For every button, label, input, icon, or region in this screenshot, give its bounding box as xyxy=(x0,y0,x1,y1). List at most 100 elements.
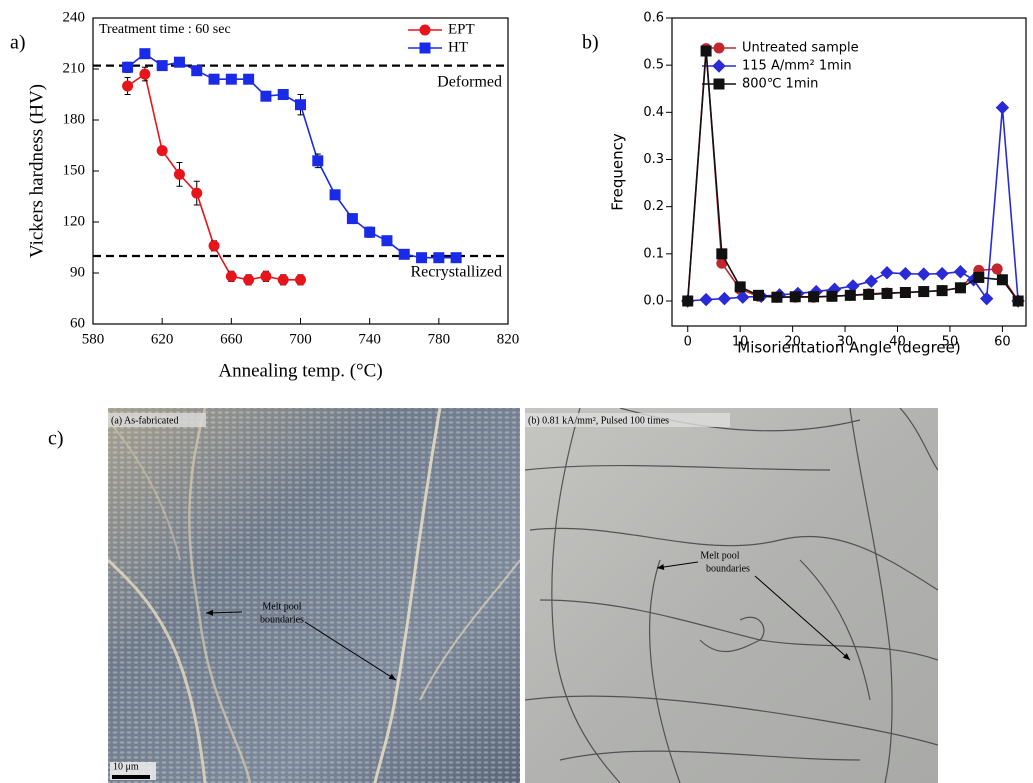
y-tick-label: 210 xyxy=(63,60,86,76)
x-axis-label: Annealing temp. (°C) xyxy=(218,360,382,381)
x-tick-label: 0 xyxy=(684,335,692,350)
y-tick-label: 0.0 xyxy=(643,294,664,309)
point xyxy=(789,291,801,303)
point xyxy=(936,285,948,297)
arrow xyxy=(656,561,699,570)
annotation: Melt pool xyxy=(262,601,301,612)
legend-marker xyxy=(419,24,431,36)
plot: 580 620 660 700 740 780 820 60 90 120 150 180 210 240… xyxy=(26,9,519,381)
point xyxy=(295,274,306,286)
point xyxy=(716,248,728,260)
series-line xyxy=(687,107,1019,302)
point xyxy=(736,290,750,304)
point xyxy=(996,274,1008,286)
arrow xyxy=(304,621,397,681)
melt-pool-boundary xyxy=(373,408,442,783)
x-tick-label: 50 xyxy=(942,335,959,350)
y-tick-label: 0.2 xyxy=(643,199,664,214)
legend-label: 800℃ 1min xyxy=(742,77,818,92)
point xyxy=(734,281,746,293)
arrow xyxy=(754,575,851,661)
y-tick-label: 0.3 xyxy=(643,152,664,167)
point xyxy=(225,270,237,282)
micrograph-texture xyxy=(108,408,520,783)
point xyxy=(881,287,893,299)
legend-label: Untreated sample xyxy=(742,41,859,56)
y-tick-label: 240 xyxy=(63,9,86,25)
y-tick-label: 0.5 xyxy=(643,58,664,73)
x-axis-label: Misorientation Angle (degree) xyxy=(737,339,960,357)
point xyxy=(122,80,134,92)
point xyxy=(295,99,306,111)
y-axis-label: Frequency xyxy=(609,133,627,211)
point xyxy=(1012,295,1024,307)
arrow xyxy=(205,609,243,616)
point xyxy=(700,45,712,57)
point xyxy=(277,89,289,100)
point xyxy=(243,274,255,286)
point xyxy=(973,271,985,283)
x-tick-label: 30 xyxy=(837,335,854,350)
x-tick-label: 60 xyxy=(994,335,1011,350)
point xyxy=(156,60,168,72)
scale-bar-label: 10 μm xyxy=(113,761,139,772)
legend-marker xyxy=(713,78,725,90)
legend-label: EPT xyxy=(448,21,475,37)
boundary-lines xyxy=(525,408,938,783)
point xyxy=(173,56,185,68)
point xyxy=(753,289,765,301)
point xyxy=(954,282,966,294)
y-tick-label: 0.4 xyxy=(643,105,664,120)
plot: 0 10 20 30 40 50 60 0.0 0.1 0.2 0.3 0.4 0.5 0.6 Misori… xyxy=(609,11,1027,357)
panel-label: b) xyxy=(582,32,599,54)
reference-label: Recrystallized xyxy=(410,264,502,281)
x-tick-label: 580 xyxy=(82,331,105,347)
point xyxy=(173,168,185,180)
y-tick-label: 0.6 xyxy=(643,11,664,26)
point xyxy=(898,266,913,281)
legend-marker xyxy=(712,59,726,73)
legend-label: 115 A/mm² 1min xyxy=(742,59,852,74)
point xyxy=(995,100,1010,115)
point xyxy=(717,291,732,306)
point xyxy=(433,252,445,264)
series-line xyxy=(686,48,1019,302)
reference-label: Deformed xyxy=(437,73,502,90)
melt-pool-boundary xyxy=(188,408,252,783)
micrograph-left: (a) As-fabricated Melt pool boundaries 1… xyxy=(108,408,520,783)
scale-bar xyxy=(112,775,150,779)
point xyxy=(450,252,462,264)
point xyxy=(364,226,376,238)
plot-frame xyxy=(671,17,1027,327)
y-tick-label: 90 xyxy=(70,264,85,280)
micrograph-bg xyxy=(525,408,938,783)
series-line xyxy=(686,50,1019,302)
point xyxy=(191,65,203,77)
point xyxy=(346,213,358,225)
x-tick-label: 40 xyxy=(889,335,906,350)
label-bg xyxy=(108,413,206,427)
melt-pool-boundary xyxy=(419,559,520,701)
point xyxy=(416,252,428,264)
point xyxy=(139,68,151,80)
point xyxy=(225,73,237,85)
point xyxy=(918,286,930,298)
point xyxy=(277,274,289,286)
y-tick-label: 150 xyxy=(63,162,86,178)
point xyxy=(122,61,134,73)
y-axis-label: Vickers hardness (HV) xyxy=(26,84,47,258)
x-tick-label: 780 xyxy=(428,331,451,347)
x-tick-label: 820 xyxy=(497,331,520,347)
x-tick-label: 660 xyxy=(220,331,243,347)
point xyxy=(991,263,1003,275)
point xyxy=(899,287,911,299)
label-bg xyxy=(525,413,730,427)
series-line xyxy=(127,52,457,259)
annotation: Melt pool xyxy=(700,550,739,561)
point xyxy=(953,265,968,279)
legend-label: HT xyxy=(448,39,468,55)
x-tick-label: 10 xyxy=(732,335,749,350)
point xyxy=(208,73,220,85)
